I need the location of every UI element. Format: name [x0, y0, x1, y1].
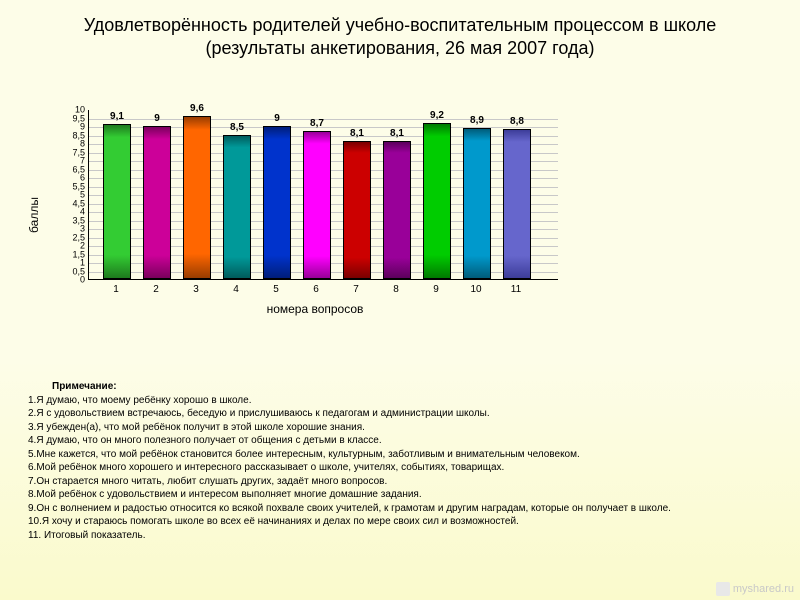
bar-value-label: 8,9 — [464, 115, 490, 126]
plot-area: 00,511,522,533,544,555,566,577,588,599,5… — [88, 110, 558, 280]
y-tick-label: 3,5 — [65, 216, 85, 225]
note-item: 4.Я думаю, что он много полезного получа… — [28, 434, 772, 448]
bar-value-label: 8,1 — [344, 128, 370, 139]
y-tick-label: 1,5 — [65, 250, 85, 259]
bar-value-label: 9 — [144, 113, 170, 124]
note-item: 7.Он старается много читать, любит слуша… — [28, 475, 772, 489]
bar: 8,1 — [383, 141, 411, 279]
bar: 8,8 — [503, 129, 531, 279]
bar-chart: баллы 00,511,522,533,544,555,566,577,588… — [60, 110, 570, 320]
note-item: 2.Я с удовольствием встречаюсь, беседую … — [28, 407, 772, 421]
bar-value-label: 9 — [264, 113, 290, 124]
x-tick-label: 2 — [142, 284, 170, 295]
bar-value-label: 8,7 — [304, 118, 330, 129]
bar: 9 — [263, 126, 291, 279]
bar-value-label: 8,8 — [504, 116, 530, 127]
bar-value-label: 9,2 — [424, 110, 450, 121]
bar: 9,6 — [183, 116, 211, 279]
note-item: 3.Я убежден(а), что мой ребёнок получит … — [28, 421, 772, 435]
note-item: 11. Итоговый показатель. — [28, 529, 772, 543]
bar: 8,7 — [303, 131, 331, 279]
page-title: Удовлетворённость родителей учебно-воспи… — [0, 0, 800, 69]
bar: 8,1 — [343, 141, 371, 279]
watermark-icon — [716, 582, 730, 596]
bar: 9,2 — [423, 123, 451, 279]
notes-block: Примечание: 1.Я думаю, что моему ребёнку… — [28, 380, 772, 542]
x-tick-label: 3 — [182, 284, 210, 295]
x-tick-label: 6 — [302, 284, 330, 295]
x-axis-title: номера вопросов — [60, 302, 570, 316]
bar-value-label: 8,5 — [224, 122, 250, 133]
x-tick-label: 7 — [342, 284, 370, 295]
y-tick-label: 9,5 — [65, 114, 85, 123]
y-tick-label: 4,5 — [65, 199, 85, 208]
notes-list: 1.Я думаю, что моему ребёнку хорошо в шк… — [28, 394, 772, 543]
y-tick-label: 6 — [65, 174, 85, 183]
y-tick-label: 10 — [65, 106, 85, 115]
watermark: myshared.ru — [716, 582, 794, 596]
y-axis-title: баллы — [27, 197, 41, 233]
bar-value-label: 9,6 — [184, 103, 210, 114]
x-tick-label: 8 — [382, 284, 410, 295]
watermark-text: myshared.ru — [733, 583, 794, 595]
y-tick-label: 7,5 — [65, 148, 85, 157]
notes-title: Примечание: — [52, 380, 772, 394]
x-tick-label: 11 — [502, 284, 530, 295]
bar-value-label: 9,1 — [104, 111, 130, 122]
y-tick-label: 5,5 — [65, 182, 85, 191]
y-tick-label: 6,5 — [65, 165, 85, 174]
x-tick-label: 9 — [422, 284, 450, 295]
note-item: 9.Он с волнением и радостью относится ко… — [28, 502, 772, 516]
y-tick-label: 7 — [65, 157, 85, 166]
x-tick-label: 1 — [102, 284, 130, 295]
bar: 9 — [143, 126, 171, 279]
note-item: 8.Мой ребёнок с удовольствием и интересо… — [28, 488, 772, 502]
y-tick-label: 0,5 — [65, 267, 85, 276]
x-tick-label: 4 — [222, 284, 250, 295]
y-tick-label: 8 — [65, 140, 85, 149]
y-tick-label: 8,5 — [65, 131, 85, 140]
y-tick-label: 2,5 — [65, 233, 85, 242]
note-item: 1.Я думаю, что моему ребёнку хорошо в шк… — [28, 394, 772, 408]
y-tick-label: 5 — [65, 191, 85, 200]
y-tick-label: 2 — [65, 242, 85, 251]
y-tick-label: 1 — [65, 259, 85, 268]
y-tick-label: 3 — [65, 225, 85, 234]
x-tick-label: 5 — [262, 284, 290, 295]
note-item: 6.Мой ребёнок много хорошего и интересно… — [28, 461, 772, 475]
bar-value-label: 8,1 — [384, 128, 410, 139]
bar: 8,9 — [463, 128, 491, 279]
y-tick-label: 4 — [65, 208, 85, 217]
bar: 8,5 — [223, 135, 251, 280]
note-item: 10.Я хочу и стараюсь помогать школе во в… — [28, 515, 772, 529]
bar: 9,1 — [103, 124, 131, 279]
x-tick-label: 10 — [462, 284, 490, 295]
y-tick-label: 0 — [65, 276, 85, 285]
y-tick-label: 9 — [65, 123, 85, 132]
note-item: 5.Мне кажется, что мой ребёнок становитс… — [28, 448, 772, 462]
